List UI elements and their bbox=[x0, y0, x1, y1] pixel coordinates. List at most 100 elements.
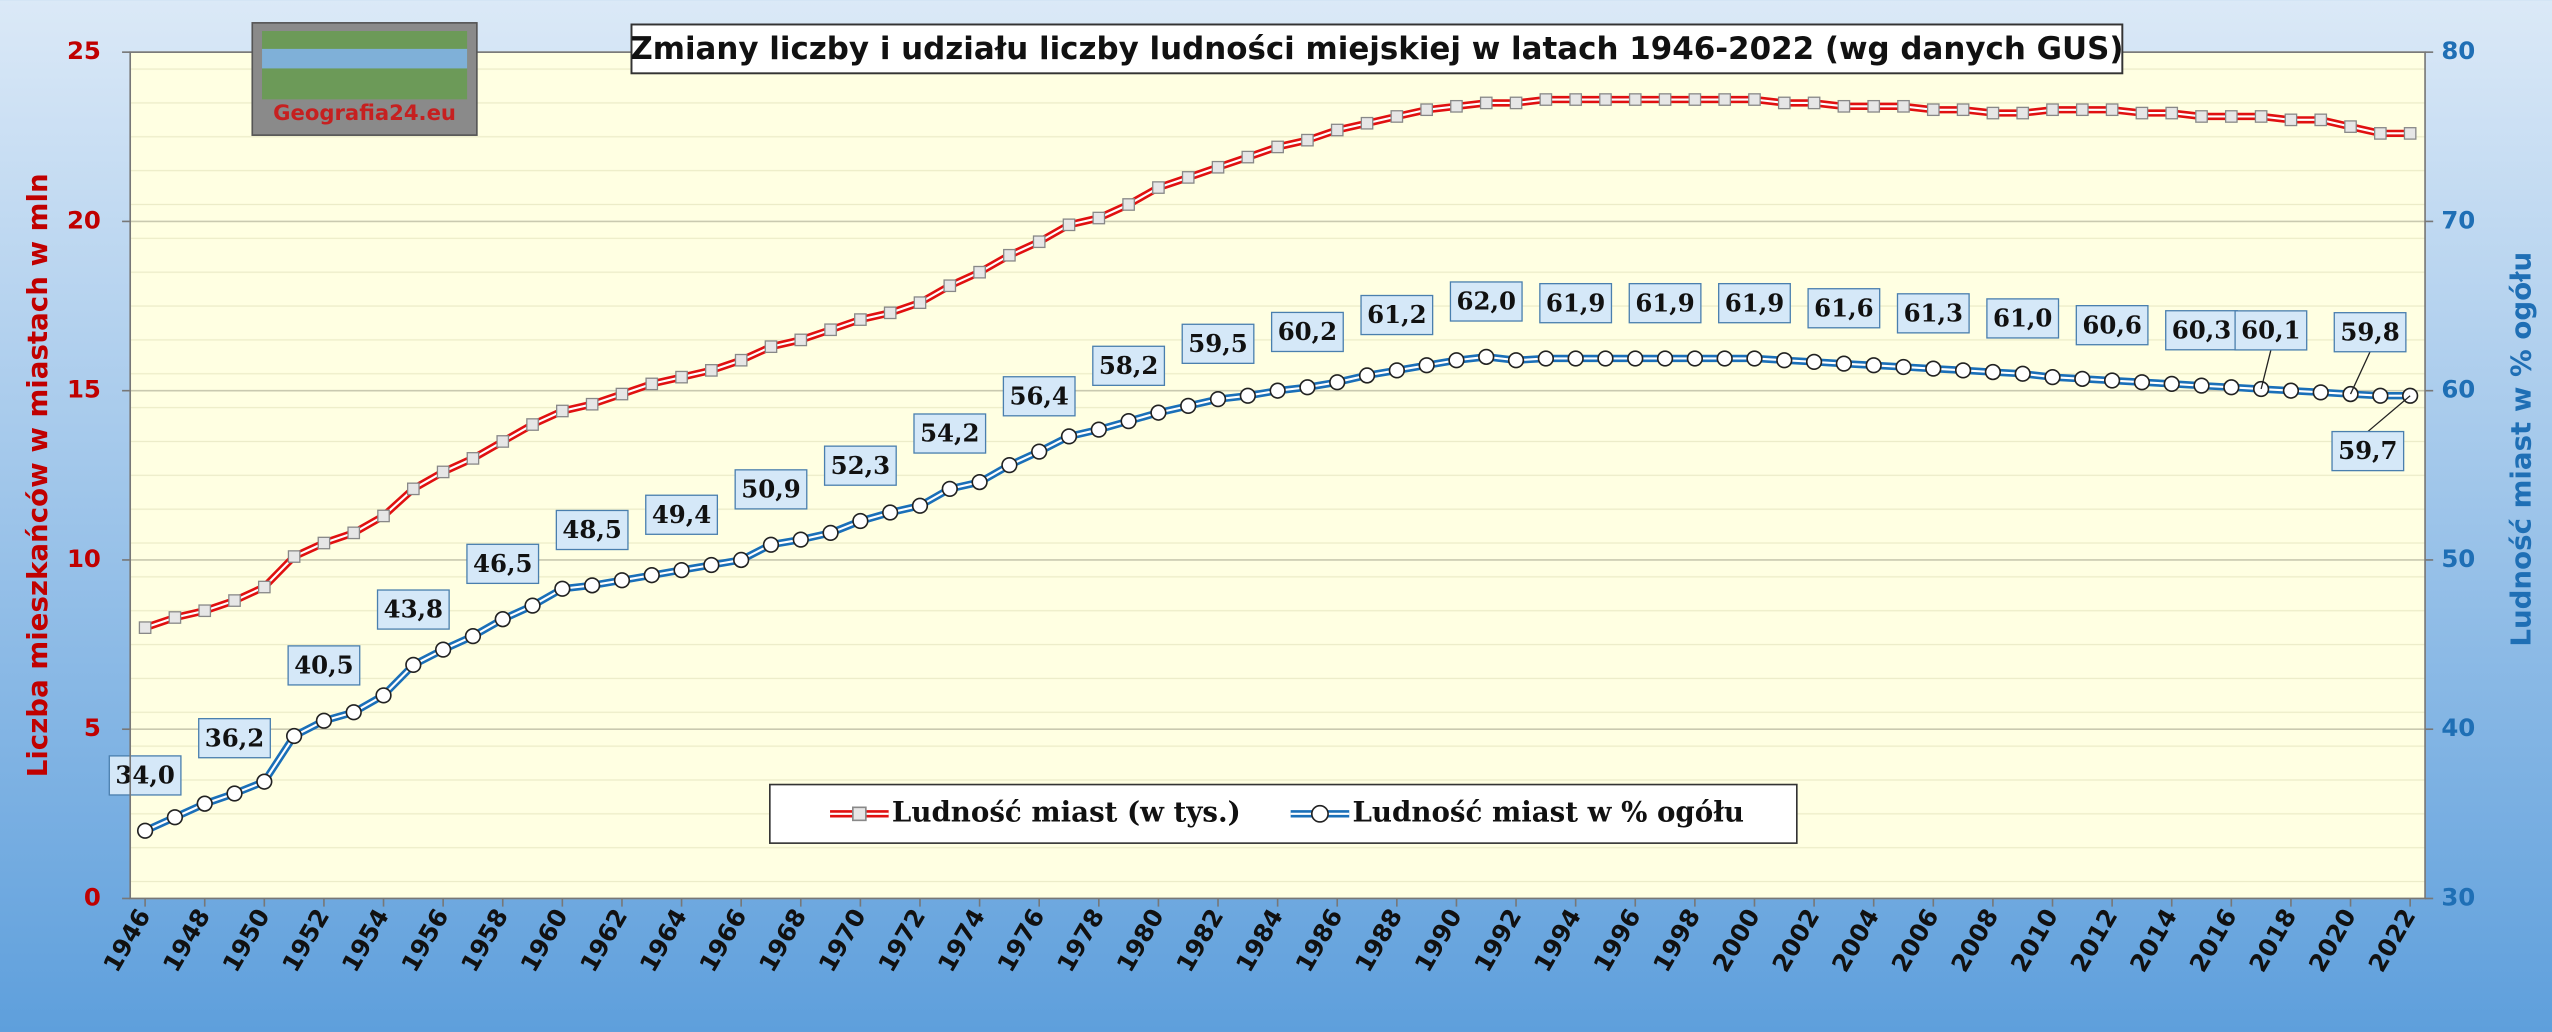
marker bbox=[2135, 375, 2150, 390]
marker bbox=[2196, 111, 2207, 122]
marker bbox=[168, 810, 183, 825]
marker bbox=[557, 405, 568, 416]
marker bbox=[1300, 380, 1315, 395]
marker bbox=[1688, 351, 1703, 366]
marker bbox=[972, 475, 987, 490]
marker bbox=[1419, 358, 1434, 373]
marker bbox=[1957, 104, 1968, 115]
marker bbox=[1570, 94, 1581, 105]
data-label: 36,2 bbox=[205, 723, 264, 752]
marker bbox=[197, 796, 212, 811]
marker bbox=[1153, 182, 1164, 193]
marker bbox=[942, 482, 957, 497]
marker bbox=[1451, 101, 1462, 112]
y2-tick-label: 80 bbox=[2441, 36, 2475, 65]
marker bbox=[527, 419, 538, 430]
marker bbox=[1241, 388, 1256, 403]
marker bbox=[229, 595, 240, 606]
marker bbox=[616, 388, 627, 399]
marker bbox=[1807, 355, 1822, 370]
chart: 34,036,240,543,846,548,549,450,952,354,2… bbox=[0, 0, 2552, 1032]
marker bbox=[1659, 94, 1670, 105]
marker bbox=[1598, 351, 1613, 366]
marker bbox=[1509, 353, 1524, 368]
logo: Geografia24.eu bbox=[252, 23, 477, 135]
y2-tick-label: 50 bbox=[2441, 544, 2475, 573]
marker bbox=[793, 532, 808, 547]
marker bbox=[1004, 250, 1015, 261]
marker bbox=[406, 658, 421, 673]
marker bbox=[914, 297, 925, 308]
marker bbox=[2166, 107, 2177, 118]
marker bbox=[884, 307, 895, 318]
marker bbox=[1866, 358, 1881, 373]
y-tick-label: 10 bbox=[67, 544, 101, 573]
marker bbox=[2345, 121, 2356, 132]
marker bbox=[765, 341, 776, 352]
marker bbox=[376, 688, 391, 703]
marker bbox=[855, 314, 866, 325]
marker bbox=[1986, 365, 2001, 380]
marker bbox=[1361, 118, 1372, 129]
data-label: 48,5 bbox=[562, 515, 621, 544]
marker bbox=[1689, 94, 1700, 105]
marker bbox=[2194, 378, 2209, 393]
marker bbox=[2164, 377, 2179, 392]
data-label: 60,1 bbox=[2241, 316, 2300, 345]
marker bbox=[1838, 101, 1849, 112]
marker bbox=[644, 568, 659, 583]
marker bbox=[706, 365, 717, 376]
marker bbox=[1628, 351, 1643, 366]
marker bbox=[1808, 97, 1819, 108]
marker bbox=[287, 729, 302, 744]
marker bbox=[1747, 351, 1762, 366]
marker bbox=[704, 558, 719, 573]
y-tick-label: 5 bbox=[84, 713, 101, 742]
marker bbox=[974, 266, 985, 277]
marker bbox=[1749, 94, 1760, 105]
marker bbox=[1540, 94, 1551, 105]
marker bbox=[1272, 141, 1283, 152]
data-label: 34,0 bbox=[115, 761, 174, 790]
marker bbox=[2105, 373, 2120, 388]
logo-water bbox=[262, 49, 467, 69]
marker bbox=[1658, 351, 1673, 366]
data-label: 61,2 bbox=[1367, 300, 1426, 329]
data-label: 40,5 bbox=[294, 651, 353, 680]
y2-tick-label: 70 bbox=[2441, 205, 2475, 234]
marker bbox=[199, 605, 210, 616]
marker bbox=[883, 505, 898, 520]
page: {"chart_data":{"type":"line", "title":"Z… bbox=[0, 0, 2552, 1032]
data-label: 61,6 bbox=[1814, 293, 1873, 322]
legend-marker bbox=[1312, 806, 1328, 822]
marker bbox=[408, 483, 419, 494]
marker bbox=[735, 355, 746, 366]
marker bbox=[615, 573, 630, 588]
marker bbox=[1062, 429, 1077, 444]
marker bbox=[1151, 405, 1166, 420]
marker bbox=[1928, 104, 1939, 115]
marker bbox=[1181, 399, 1196, 414]
marker bbox=[1421, 104, 1432, 115]
marker bbox=[318, 537, 329, 548]
marker bbox=[1630, 94, 1641, 105]
data-label: 60,6 bbox=[2082, 310, 2141, 339]
marker bbox=[139, 622, 150, 633]
marker bbox=[2106, 104, 2117, 115]
marker bbox=[1093, 212, 1104, 223]
marker bbox=[1510, 97, 1521, 108]
data-label: 46,5 bbox=[473, 549, 532, 578]
y2-tick-label: 40 bbox=[2441, 713, 2475, 742]
marker bbox=[1360, 368, 1375, 383]
marker bbox=[1479, 350, 1494, 365]
marker bbox=[257, 774, 272, 789]
marker bbox=[2255, 111, 2266, 122]
marker bbox=[1926, 361, 1941, 376]
marker bbox=[1123, 199, 1134, 210]
data-label: 59,5 bbox=[1188, 329, 1247, 358]
marker bbox=[2047, 104, 2058, 115]
data-label: 50,9 bbox=[741, 475, 800, 504]
marker bbox=[1717, 351, 1732, 366]
marker bbox=[1837, 356, 1852, 371]
marker bbox=[2373, 388, 2388, 403]
